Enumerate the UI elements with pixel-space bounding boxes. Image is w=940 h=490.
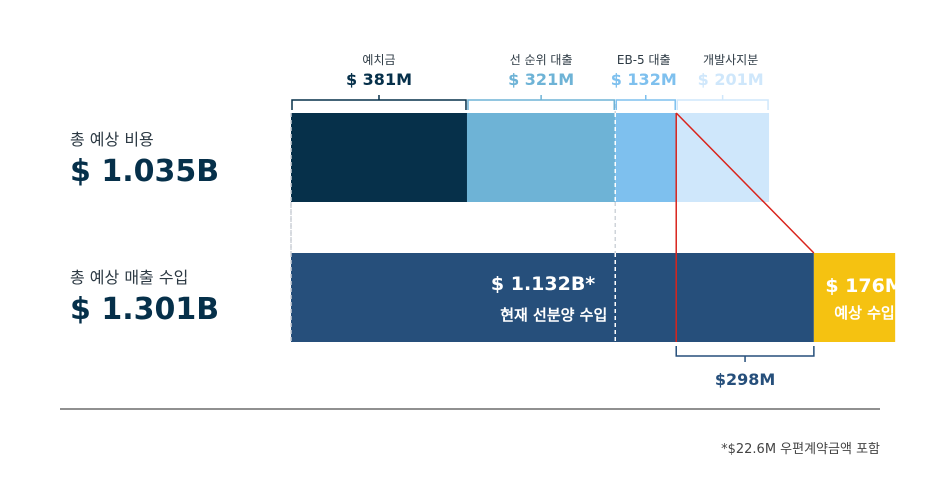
senior-loan-bracket — [467, 99, 616, 110]
developer-equity-label: 개발사지분 — [703, 53, 758, 67]
gap-bracket — [675, 346, 815, 357]
expected-revenue-bar — [813, 253, 896, 342]
eb5-loan-bracket — [615, 99, 676, 110]
senior-loan-bar — [466, 113, 616, 202]
gap-value: $298M — [715, 370, 775, 389]
deposit-label: 예치금 — [362, 53, 395, 67]
deposit-bracket — [291, 99, 467, 110]
senior-loan-label: 선 순위 대출 — [510, 53, 573, 67]
developer-equity-value: $ 201M — [698, 70, 764, 89]
senior-loan-value: $ 321M — [508, 70, 574, 89]
eb5-loan-bar — [615, 113, 677, 202]
current-revenue-bar — [291, 253, 814, 342]
footnote: *$22.6M 우편계약금액 포함 — [721, 442, 880, 457]
cost-row-title: 총 예상 비용 — [70, 130, 154, 149]
expected-revenue-label: 예상 수입 — [834, 304, 894, 322]
current-revenue-label: 현재 선분양 수입 — [500, 306, 607, 324]
cost-row-value: $ 1.035B — [70, 154, 220, 189]
deposit-bar — [291, 113, 467, 202]
revenue-row-value: $ 1.301B — [70, 292, 220, 327]
expected-revenue-value: $ 176M — [825, 275, 903, 297]
revenue-row-title: 총 예상 매출 수입 — [70, 268, 189, 287]
current-revenue-value: $ 1.132B* — [491, 273, 595, 295]
developer-equity-bracket — [676, 99, 769, 110]
deposit-value: $ 381M — [346, 70, 412, 89]
connector-line-diagonal — [675, 112, 815, 254]
eb5-loan-label: EB-5 대출 — [617, 53, 671, 67]
eb5-loan-value: $ 132M — [611, 70, 677, 89]
